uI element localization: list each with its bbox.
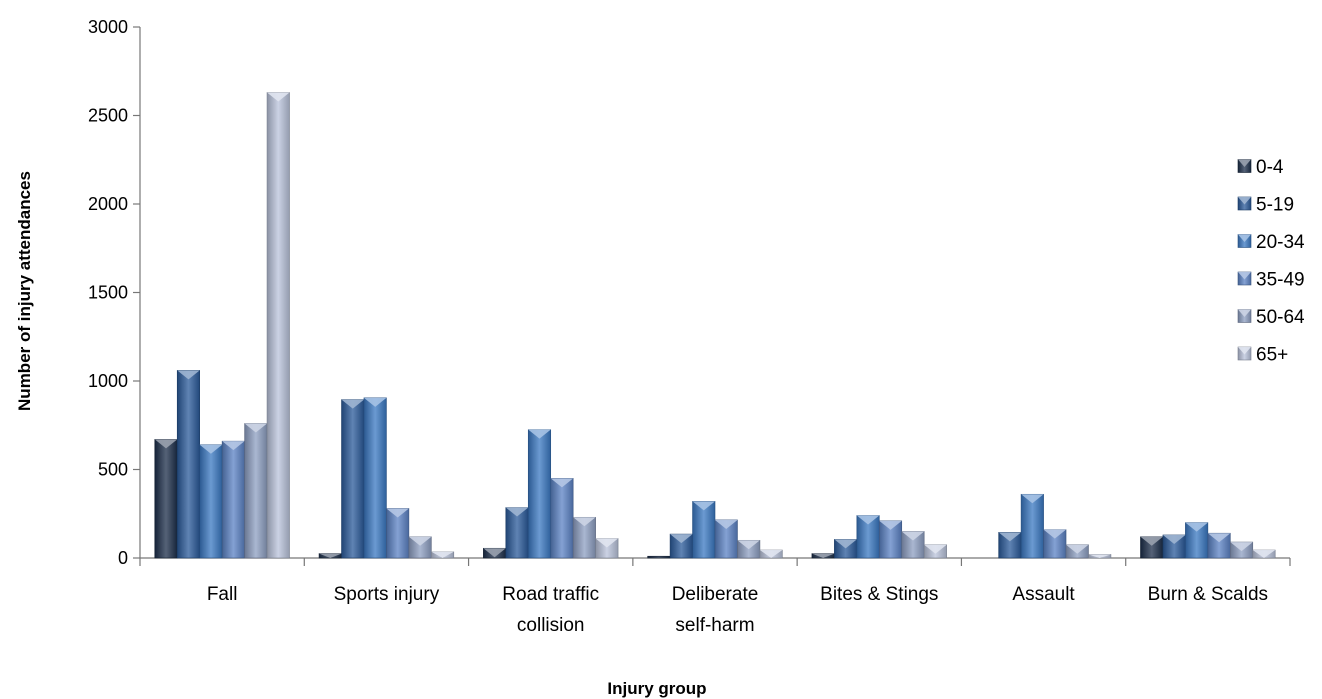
x-axis: Fall Sports injury Road traffic collision De…: [139, 557, 1291, 636]
bar: [318, 553, 342, 559]
y-tick-label: 0: [118, 548, 128, 568]
y-tick-label: 1000: [88, 371, 128, 391]
bar: [737, 539, 761, 559]
bar: [176, 370, 200, 559]
bar: [1252, 549, 1276, 559]
bar: [572, 516, 596, 559]
bar: [1185, 522, 1209, 559]
legend-label: 65+: [1256, 345, 1288, 366]
bar: [878, 520, 903, 559]
bar: [1230, 541, 1254, 559]
x-tick-label: Burn & Scalds: [1148, 584, 1268, 605]
legend-label: 0-4: [1256, 157, 1284, 178]
bar: [221, 440, 245, 559]
bar: [244, 423, 268, 559]
bar: [505, 507, 529, 559]
bar: [759, 549, 783, 559]
bar: [1020, 493, 1044, 559]
legend-item: 65+: [1237, 345, 1288, 366]
bar: [1088, 554, 1112, 559]
legend-item: 50-64: [1237, 307, 1305, 328]
x-tick-label: Deliberate self-harm: [672, 584, 759, 636]
y-axis: 0 500 1000 1500 2000 2500 3000: [88, 17, 141, 568]
bar: [1140, 536, 1164, 559]
y-axis-title: Number of injury attendances: [15, 171, 34, 411]
bar: [1043, 529, 1067, 559]
legend-item: 35-49: [1237, 270, 1305, 291]
bar: [527, 429, 552, 559]
y-tick-label: 2500: [88, 106, 128, 126]
bar: [647, 555, 671, 559]
legend-label: 20-34: [1256, 232, 1305, 253]
legend-item: 5-19: [1237, 195, 1294, 216]
bar: [431, 551, 455, 559]
x-tick-label: Sports injury: [334, 584, 440, 605]
bar: [1162, 534, 1186, 559]
legend: 0-4 5-19 20-34 35-49 50-64 65+: [1237, 157, 1305, 366]
bar: [856, 515, 880, 559]
bar: [408, 536, 432, 559]
bar: [386, 508, 410, 559]
legend-item: 20-34: [1237, 232, 1305, 253]
bar: [901, 531, 925, 559]
x-axis-title: Injury group: [607, 679, 706, 698]
legend-label: 35-49: [1256, 270, 1305, 291]
bar: [1207, 532, 1231, 559]
x-tick-label: Fall: [207, 584, 238, 605]
x-tick-label: Bites & Stings: [820, 584, 938, 605]
bar: [266, 92, 290, 559]
bar: [595, 538, 619, 559]
bar: [669, 533, 693, 559]
bars: [154, 92, 1276, 559]
y-tick-label: 1500: [88, 283, 128, 303]
legend-item: 0-4: [1237, 157, 1284, 178]
bar: [998, 532, 1022, 559]
y-tick-label: 3000: [88, 17, 128, 37]
bar: [1065, 544, 1089, 559]
bar: [154, 439, 178, 559]
x-tick-label: Assault: [1012, 584, 1075, 605]
bar: [923, 544, 947, 559]
bar: [550, 478, 574, 559]
bar: [692, 501, 716, 559]
bar: [199, 444, 223, 559]
bar: [714, 519, 738, 559]
x-tick-label: Road traffic collision: [502, 584, 599, 636]
y-tick-label: 2000: [88, 194, 128, 214]
y-tick-label: 500: [98, 460, 128, 480]
bar: [811, 553, 835, 559]
legend-label: 5-19: [1256, 195, 1294, 216]
legend-label: 50-64: [1256, 307, 1305, 328]
bar: [483, 547, 507, 559]
bar: [341, 399, 365, 559]
bar: [363, 397, 387, 559]
bar: [834, 539, 858, 559]
